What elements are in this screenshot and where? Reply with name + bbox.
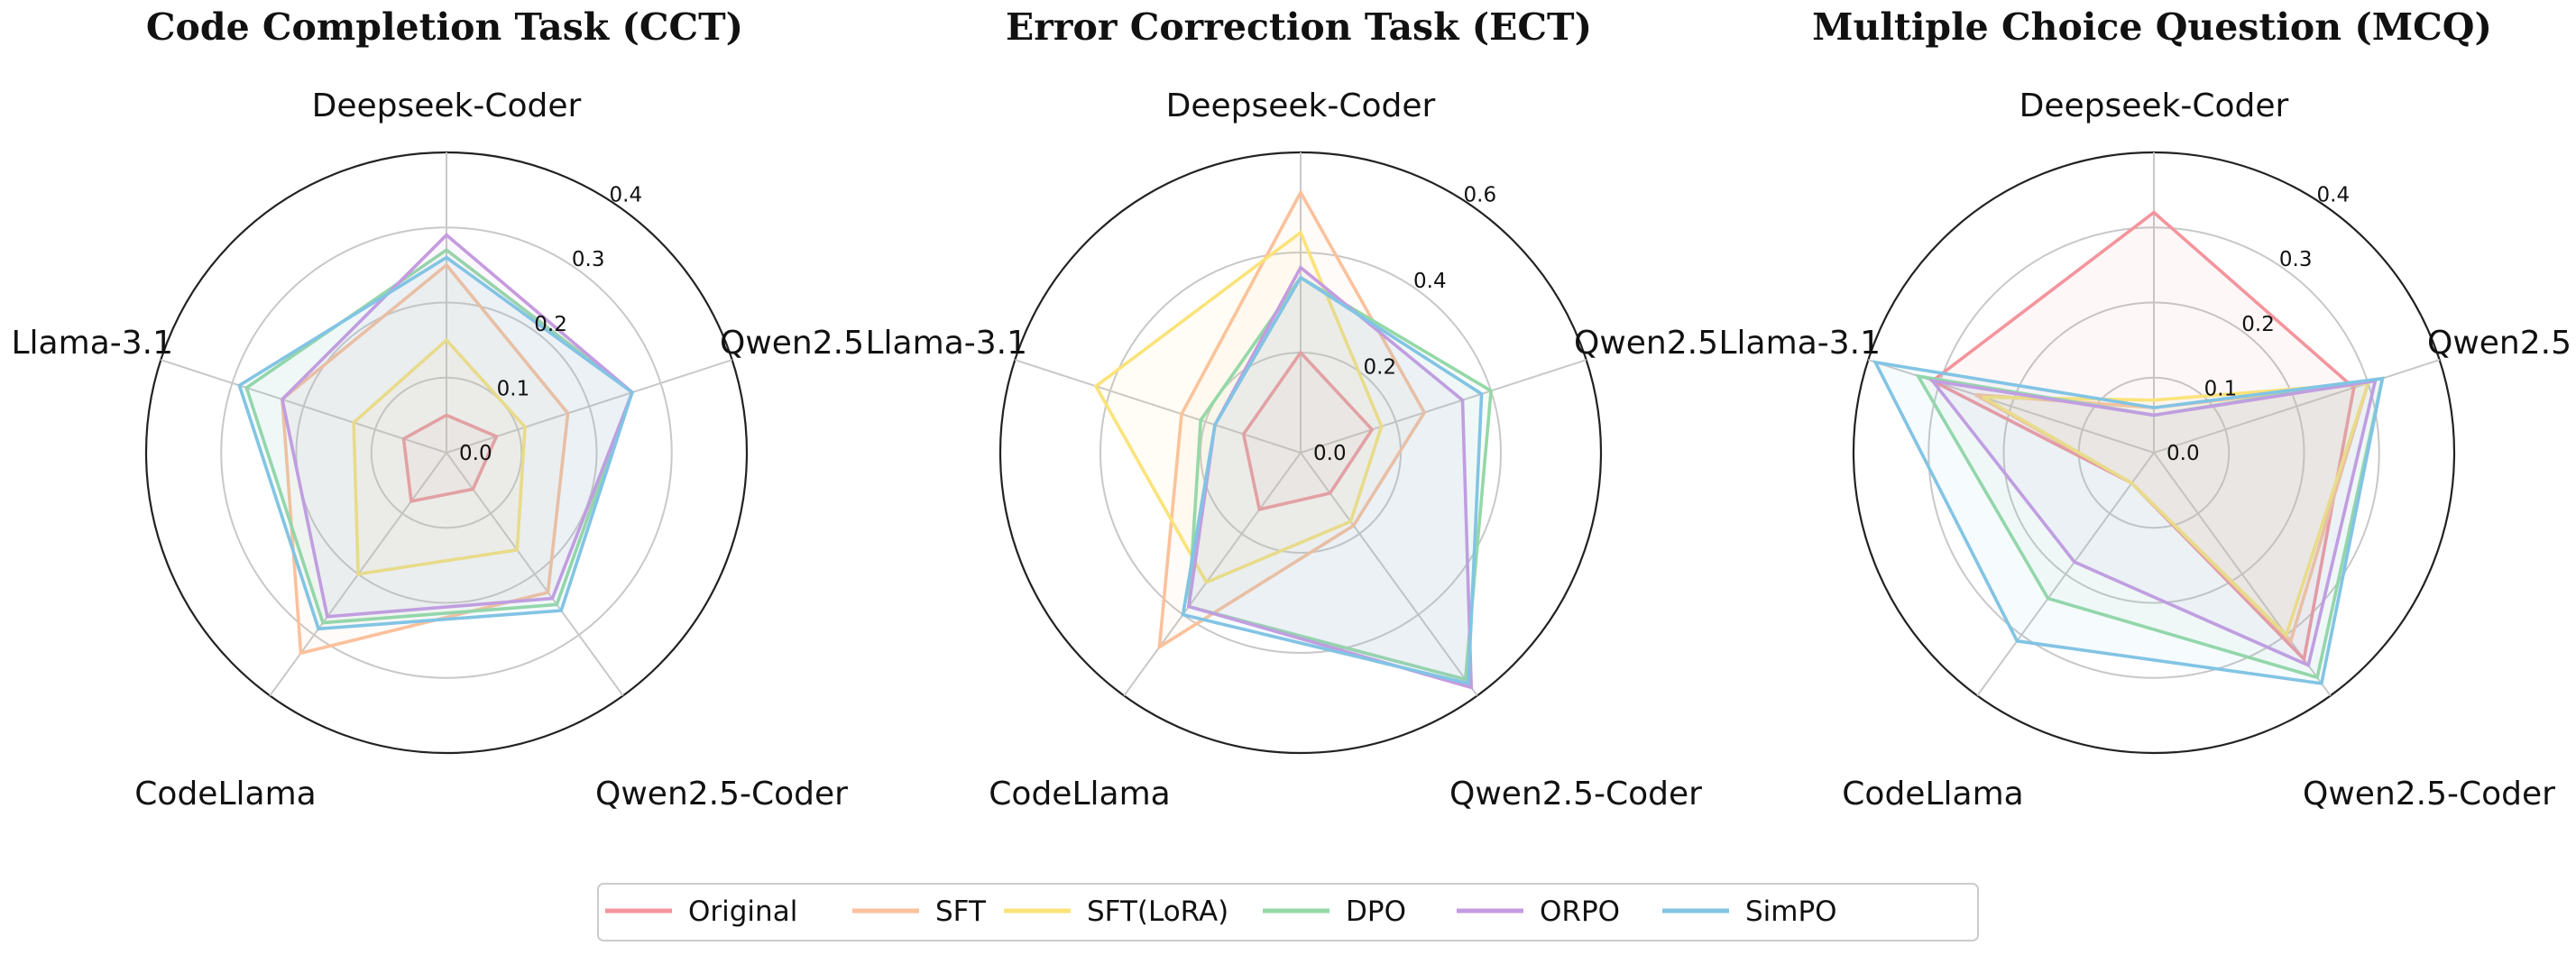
spoke-line <box>446 452 624 696</box>
axis-label-qwen2-5-coder: Qwen2.5-Coder <box>595 776 848 813</box>
axis-label-llama-3-1: Llama-3.1 <box>12 325 174 362</box>
tick-label: 0.1 <box>2204 377 2238 400</box>
spoke-line <box>160 359 447 454</box>
series-polygon-sft-lora <box>1093 229 1384 584</box>
tick-label: 0.3 <box>572 248 605 271</box>
tick-label: 0.2 <box>534 313 567 336</box>
series-polygon-sft <box>281 262 570 656</box>
legend-label-orpo: ORPO <box>1540 895 1620 928</box>
axis-label-qwen2-5: Qwen2.5 <box>2427 325 2571 362</box>
tick-label: 0.4 <box>610 184 643 207</box>
axis-label-deepseek-coder: Deepseek-Coder <box>312 87 582 124</box>
axis-label-deepseek-coder: Deepseek-Coder <box>1166 87 1436 124</box>
axis-label-deepseek-coder: Deepseek-Coder <box>2019 87 2289 124</box>
axis-label-codellama: CodeLlama <box>989 776 1170 813</box>
series-group <box>1872 210 2385 685</box>
legend-label-simpo: SimPO <box>1745 895 1837 928</box>
legend-label-dpo: DPO <box>1346 895 1406 928</box>
legend-label-sft: SFT <box>935 895 987 928</box>
series-polygon-original <box>401 413 499 504</box>
legend-label-original: Original <box>688 895 797 928</box>
legend: Original SFT SFT(LoRA) DPO ORPO SimPO <box>597 883 1979 941</box>
legend-label-sft-lora: SFT(LoRA) <box>1087 895 1228 928</box>
axis-label-llama-3-1: Llama-3.1 <box>1719 325 1881 362</box>
axis-label-qwen2-5: Qwen2.5 <box>1574 325 1718 362</box>
series-polygon-original <box>1929 210 2356 663</box>
series-polygon-dpo <box>1187 275 1493 682</box>
radar-chart-ect: Error Correction Task (ECT) 0.0 0.2 0.4 0.6… <box>866 5 1719 813</box>
series-polygon-orpo <box>1928 378 2378 668</box>
tick-label: 0.2 <box>1364 356 1397 380</box>
spoke-line <box>2153 359 2441 454</box>
tick-label: 0.4 <box>2317 184 2351 207</box>
axis-label-codellama: CodeLlama <box>1842 776 2023 813</box>
series-group <box>237 233 635 656</box>
radar-chart-cct: Code Completion Task (CCT) 0.0 0.1 0.2 0.3 0… <box>12 5 865 813</box>
tick-label: 0.3 <box>2279 248 2313 271</box>
grid <box>144 151 749 755</box>
spoke-line <box>1123 452 1302 696</box>
tick-label: 0.1 <box>497 377 530 400</box>
tick-label: 0.0 <box>459 442 492 465</box>
chart-title: Error Correction Task (ECT) <box>1006 5 1592 49</box>
series-polygon-simpo <box>237 255 635 631</box>
series-polygon-sft-lora <box>352 337 527 576</box>
series-polygon-sft <box>1157 188 1427 650</box>
series-group <box>1093 188 1493 690</box>
series-polygon-simpo <box>1181 275 1484 686</box>
tick-label: 0.0 <box>2167 442 2200 465</box>
chart-title: Multiple Choice Question (MCQ) <box>1812 5 2492 49</box>
grid <box>1852 151 2456 755</box>
spoke-line <box>1014 359 1302 454</box>
spoke-line <box>446 359 733 454</box>
axis-label-qwen2-5-coder: Qwen2.5-Coder <box>1449 776 1702 813</box>
chart-title: Code Completion Task (CCT) <box>146 5 743 49</box>
radar-chart-mcq: Multiple Choice Question (MCQ) 0.0 0.1 0.2… <box>1719 5 2572 813</box>
axis-label-codellama: CodeLlama <box>134 776 316 813</box>
series-polygon-original <box>1241 350 1375 512</box>
tick-label: 0.2 <box>2241 313 2275 336</box>
spoke-line <box>1976 452 2155 696</box>
axis-label-llama-3-1: Llama-3.1 <box>866 325 1028 362</box>
tick-label: 0.0 <box>1313 442 1347 465</box>
axis-label-qwen2-5-coder: Qwen2.5-Coder <box>2303 776 2555 813</box>
tick-label: 0.4 <box>1413 270 1447 293</box>
series-polygon-simpo <box>1872 360 2385 685</box>
tick-label: 0.6 <box>1464 184 1497 207</box>
spoke-line <box>1300 359 1587 454</box>
spoke-line <box>1867 359 2155 454</box>
axis-label-qwen2-5: Qwen2.5 <box>720 325 864 362</box>
